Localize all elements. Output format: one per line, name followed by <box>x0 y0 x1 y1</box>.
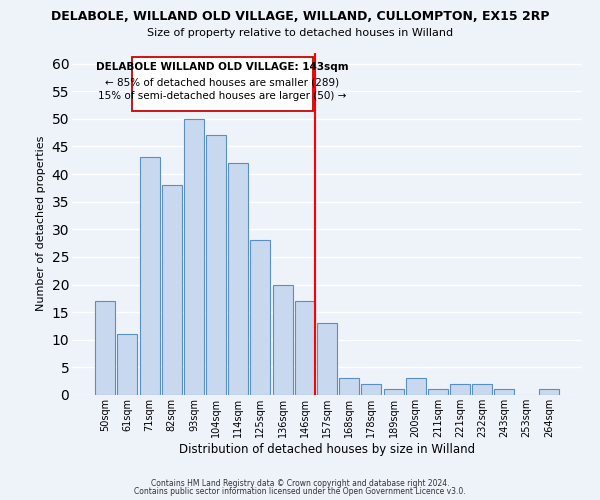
Bar <box>383 390 404 395</box>
X-axis label: Distribution of detached houses by size in Willand: Distribution of detached houses by size … <box>179 442 475 456</box>
Bar <box>206 136 226 395</box>
FancyBboxPatch shape <box>132 57 313 110</box>
Text: 15% of semi-detached houses are larger (50) →: 15% of semi-detached houses are larger (… <box>98 91 346 101</box>
Bar <box>162 185 182 395</box>
Bar <box>184 119 204 395</box>
Text: ← 85% of detached houses are smaller (289): ← 85% of detached houses are smaller (28… <box>105 78 339 88</box>
Bar <box>539 390 559 395</box>
Bar <box>494 390 514 395</box>
Bar <box>250 240 271 395</box>
Bar <box>428 390 448 395</box>
Bar <box>272 284 293 395</box>
Text: Size of property relative to detached houses in Willand: Size of property relative to detached ho… <box>147 28 453 38</box>
Text: Contains public sector information licensed under the Open Government Licence v3: Contains public sector information licen… <box>134 487 466 496</box>
Y-axis label: Number of detached properties: Number of detached properties <box>36 136 46 312</box>
Text: DELABOLE, WILLAND OLD VILLAGE, WILLAND, CULLOMPTON, EX15 2RP: DELABOLE, WILLAND OLD VILLAGE, WILLAND, … <box>51 10 549 23</box>
Text: DELABOLE WILLAND OLD VILLAGE: 143sqm: DELABOLE WILLAND OLD VILLAGE: 143sqm <box>96 62 349 72</box>
Text: Contains HM Land Registry data © Crown copyright and database right 2024.: Contains HM Land Registry data © Crown c… <box>151 478 449 488</box>
Bar <box>317 323 337 395</box>
Bar <box>361 384 382 395</box>
Bar <box>95 301 115 395</box>
Bar <box>118 334 137 395</box>
Bar <box>339 378 359 395</box>
Bar <box>406 378 426 395</box>
Bar <box>450 384 470 395</box>
Bar <box>140 158 160 395</box>
Bar <box>472 384 492 395</box>
Bar <box>228 163 248 395</box>
Bar <box>295 301 315 395</box>
